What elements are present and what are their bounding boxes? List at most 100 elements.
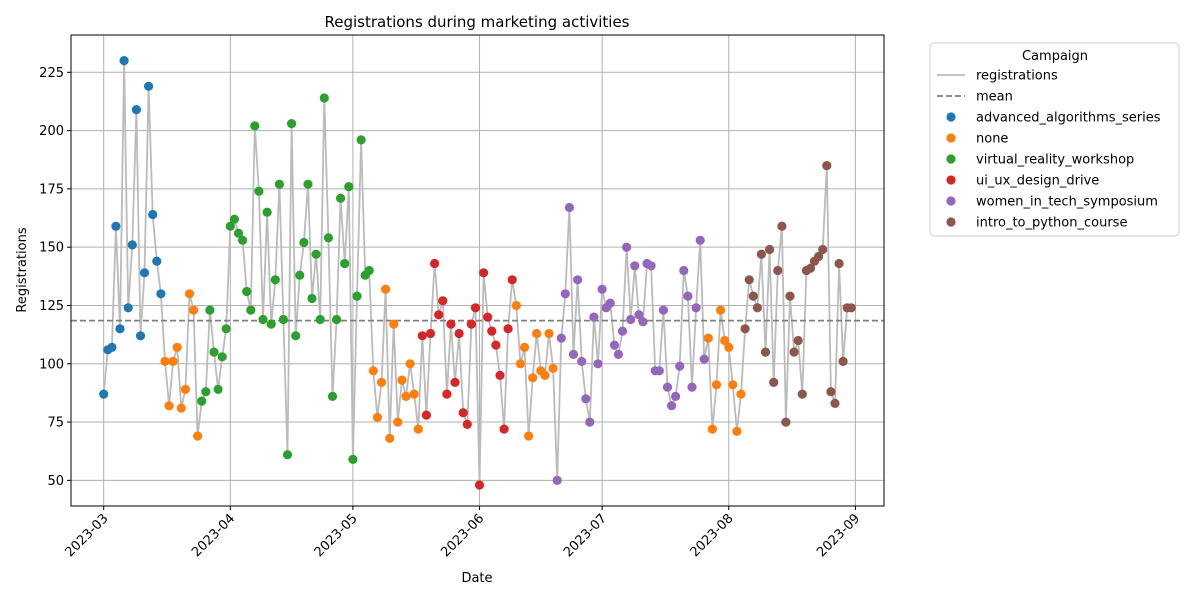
legend-marker-women_in_tech_symposium [946, 196, 956, 206]
data-point-virtual_reality_workshop [323, 233, 333, 243]
legend-label-intro_to_python_course: intro_to_python_course [976, 216, 1127, 231]
y-tick-label: 175 [39, 182, 64, 197]
data-point-virtual_reality_workshop [344, 182, 354, 192]
data-point-intro_to_python_course [797, 389, 807, 399]
registrations-line [102, 60, 852, 486]
legend-items: registrations mean advanced_algorithms_ser… [937, 69, 1161, 231]
data-point-none [401, 391, 411, 401]
legend-marker-none [946, 133, 956, 143]
data-point-none [376, 377, 387, 387]
lines [71, 60, 884, 486]
data-point-women_in_tech_symposium [630, 261, 640, 271]
data-point-women_in_tech_symposium [687, 382, 697, 392]
data-point-intro_to_python_course [793, 335, 803, 346]
data-point-women_in_tech_symposium [581, 394, 591, 404]
data-point-ui_ux_design_drive [507, 275, 517, 285]
data-point-advanced_algorithms_series [107, 342, 117, 352]
data-point-none [389, 319, 399, 329]
data-point-virtual_reality_workshop [336, 193, 346, 203]
data-point-intro_to_python_course [785, 291, 795, 301]
data-point-advanced_algorithms_series [115, 324, 125, 334]
data-point-intro_to_python_course [777, 221, 787, 231]
data-point-women_in_tech_symposium [638, 317, 648, 327]
data-point-women_in_tech_symposium [568, 349, 579, 359]
data-point-none [532, 328, 542, 339]
y-axis-label: Registrations [15, 227, 30, 312]
data-point-women_in_tech_symposium [675, 361, 685, 371]
data-point-none [707, 424, 718, 434]
data-point-intro_to_python_course [760, 347, 771, 357]
data-point-women_in_tech_symposium [605, 298, 615, 308]
data-point-women_in_tech_symposium [679, 265, 689, 276]
data-point-virtual_reality_workshop [274, 179, 284, 189]
data-point-virtual_reality_workshop [307, 293, 317, 304]
data-point-women_in_tech_symposium [634, 310, 644, 320]
data-point-virtual_reality_workshop [311, 249, 321, 259]
legend-marker-intro_to_python_course [946, 217, 956, 227]
data-point-women_in_tech_symposium [593, 359, 603, 369]
x-tick-label: 2023-07 [561, 511, 610, 560]
x-tick-label: 2023-04 [189, 511, 238, 560]
data-point-none [544, 328, 554, 339]
legend-label-advanced_algorithms_series: advanced_algorithms_series [976, 111, 1161, 126]
data-point-intro_to_python_course [822, 161, 832, 171]
points [99, 56, 856, 490]
data-point-women_in_tech_symposium [695, 235, 705, 245]
data-point-ui_ux_design_drive [474, 480, 485, 490]
data-point-ui_ux_design_drive [430, 258, 440, 269]
data-point-ui_ux_design_drive [425, 328, 436, 339]
data-point-advanced_algorithms_series [139, 268, 150, 278]
data-point-advanced_algorithms_series [144, 81, 154, 91]
data-point-ui_ux_design_drive [491, 340, 501, 350]
legend-marker-ui_ux_design_drive [946, 175, 956, 185]
data-point-ui_ux_design_drive [434, 310, 444, 320]
data-point-intro_to_python_course [773, 265, 783, 276]
data-point-virtual_reality_workshop [315, 314, 325, 325]
legend-label-ui_ux_design_drive: ui_ux_design_drive [976, 174, 1099, 189]
data-point-none [548, 363, 558, 373]
data-point-women_in_tech_symposium [564, 202, 575, 213]
data-point-virtual_reality_workshop [287, 119, 297, 129]
y-tick-label: 75 [47, 416, 64, 431]
data-point-virtual_reality_workshop [278, 314, 288, 325]
x-tick-label: 2023-06 [438, 511, 487, 560]
data-point-virtual_reality_workshop [270, 275, 280, 285]
data-point-virtual_reality_workshop [197, 396, 207, 406]
data-point-virtual_reality_workshop [205, 305, 215, 315]
data-point-ui_ux_design_drive [466, 319, 476, 329]
data-point-women_in_tech_symposium [646, 261, 656, 271]
data-point-none [168, 356, 178, 366]
data-point-none [720, 335, 730, 346]
data-point-intro_to_python_course [744, 275, 754, 285]
data-point-virtual_reality_workshop [299, 237, 309, 248]
data-point-none [409, 389, 419, 399]
data-point-none [180, 384, 190, 394]
data-point-advanced_algorithms_series [123, 303, 133, 313]
data-point-virtual_reality_workshop [213, 384, 223, 394]
data-point-virtual_reality_workshop [233, 228, 244, 238]
data-point-virtual_reality_workshop [282, 450, 293, 460]
data-point-virtual_reality_workshop [209, 347, 219, 357]
data-point-ui_ux_design_drive [417, 331, 427, 341]
data-point-intro_to_python_course [765, 244, 775, 255]
data-point-women_in_tech_symposium [560, 289, 570, 299]
data-point-advanced_algorithms_series [135, 331, 146, 341]
data-point-none [716, 305, 726, 315]
data-point-advanced_algorithms_series [156, 289, 166, 299]
data-point-none [176, 403, 186, 413]
y-tick-label: 225 [39, 66, 64, 81]
data-point-advanced_algorithms_series [119, 56, 129, 66]
data-point-virtual_reality_workshop [303, 179, 313, 189]
data-point-women_in_tech_symposium [609, 340, 620, 350]
data-point-ui_ux_design_drive [487, 326, 497, 336]
data-point-none [393, 417, 403, 427]
data-point-intro_to_python_course [805, 263, 816, 273]
data-point-ui_ux_design_drive [450, 377, 460, 387]
data-point-women_in_tech_symposium [556, 333, 566, 343]
x-axis-label: Date [461, 571, 492, 586]
data-point-ui_ux_design_drive [470, 303, 481, 313]
data-point-ui_ux_design_drive [495, 370, 505, 380]
data-point-intro_to_python_course [748, 291, 758, 301]
data-point-advanced_algorithms_series [127, 240, 137, 250]
data-point-advanced_algorithms_series [99, 389, 109, 399]
